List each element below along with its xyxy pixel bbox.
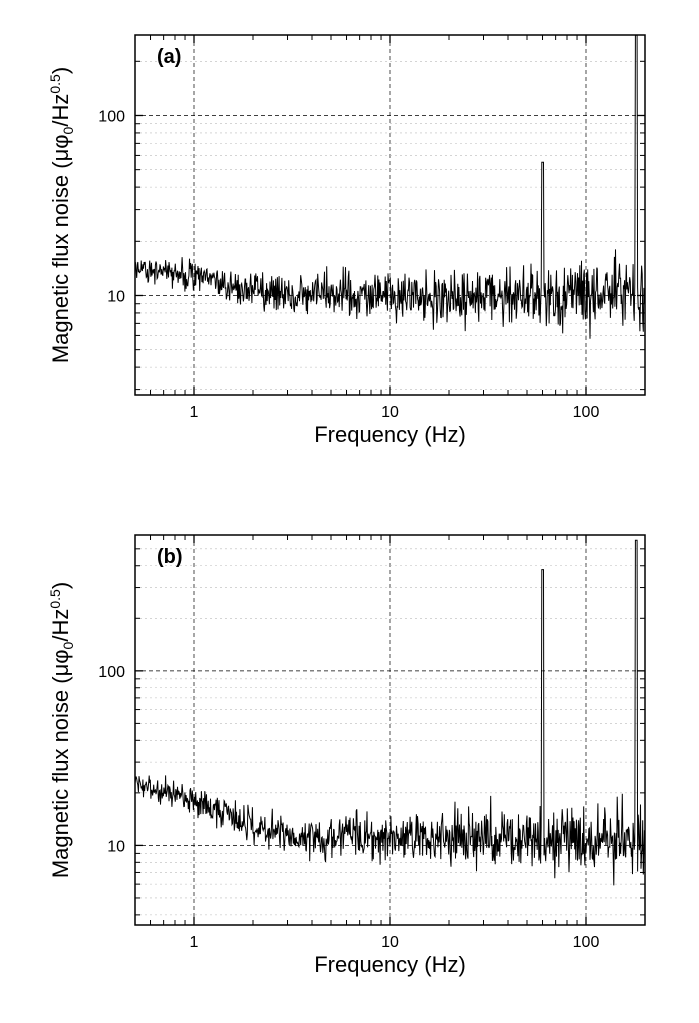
panel-a: 1 10 100 10 100 Frequency (Hz) Magnetic flux n…: [40, 20, 660, 460]
svg-text:10: 10: [381, 404, 399, 421]
svg-text:1: 1: [190, 404, 199, 421]
svg-text:1: 1: [190, 934, 199, 951]
svg-text:10: 10: [107, 838, 125, 855]
chart-a: 1 10 100 10 100 Frequency (Hz) Magnetic flux n…: [40, 20, 660, 460]
svg-text:Magnetic flux noise (μφ0/Hz0.: Magnetic flux noise (μφ0/Hz0.5): [47, 67, 76, 363]
panel-b: 1 10 100 10 100 Frequency (Hz) Magnetic flux n…: [40, 520, 660, 990]
svg-text:(b): (b): [157, 546, 183, 568]
figure: 1 10 100 10 100 Frequency (Hz) Magnetic flux n…: [0, 0, 699, 1023]
svg-text:Frequency (Hz): Frequency (Hz): [314, 952, 466, 977]
svg-text:Magnetic flux noise (μφ0/Hz0.: Magnetic flux noise (μφ0/Hz0.5): [47, 582, 76, 878]
svg-text:100: 100: [573, 404, 600, 421]
svg-text:Frequency (Hz): Frequency (Hz): [314, 422, 466, 447]
svg-text:100: 100: [98, 108, 125, 125]
chart-b: 1 10 100 10 100 Frequency (Hz) Magnetic flux n…: [40, 520, 660, 990]
svg-text:100: 100: [573, 934, 600, 951]
svg-text:(a): (a): [157, 46, 181, 68]
svg-text:10: 10: [107, 288, 125, 305]
svg-text:100: 100: [98, 664, 125, 681]
svg-text:10: 10: [381, 934, 399, 951]
